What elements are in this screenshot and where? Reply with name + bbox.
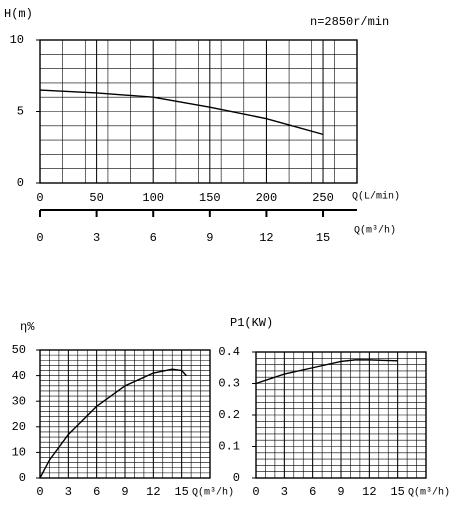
y-tick-label: 0 (19, 471, 26, 485)
x-tick-label: 50 (89, 191, 103, 205)
y-axis-label: η% (20, 320, 35, 334)
x-tick-label: 0 (36, 191, 43, 205)
x2-tick-label: 0 (36, 231, 43, 245)
x-tick-label: 12 (362, 485, 376, 499)
x2-tick-label: 9 (206, 231, 213, 245)
y-tick-label: 0.2 (218, 408, 240, 422)
y-tick-label: 0.4 (218, 345, 240, 359)
y-tick-label: 0 (233, 471, 240, 485)
x-tick-label: 200 (256, 191, 278, 205)
x-tick-label: 100 (142, 191, 164, 205)
chart-title: P1(KW) (230, 316, 273, 330)
curve (39, 89, 324, 136)
x-tick-label: 15 (174, 485, 188, 499)
x2-tick-label: 3 (93, 231, 100, 245)
x-tick-label: 15 (390, 485, 404, 499)
y-tick-label: 0.3 (218, 377, 240, 391)
y-tick-label: 40 (12, 369, 26, 383)
x-tick-label: 12 (146, 485, 160, 499)
x-axis-label: Q(m³/h) (192, 487, 234, 499)
y-tick-label: 20 (12, 420, 26, 434)
x2-tick-label: 12 (259, 231, 273, 245)
x2-tick-label: 15 (316, 231, 330, 245)
x-tick-label: 6 (309, 485, 316, 499)
y-tick-label: 30 (12, 394, 26, 408)
y-tick-label: 10 (12, 446, 26, 460)
x-tick-label: 3 (281, 485, 288, 499)
x-tick-label: 6 (93, 485, 100, 499)
y-tick-label: 0 (17, 176, 24, 190)
x-tick-label: 150 (199, 191, 221, 205)
curve (255, 359, 398, 385)
x-tick-label: 0 (252, 485, 259, 499)
y-tick-label: 10 (10, 33, 24, 47)
y-tick-label: 5 (17, 105, 24, 119)
x2-tick-label: 6 (150, 231, 157, 245)
x-axis-label: Q(m³/h) (408, 487, 450, 499)
x-tick-label: 0 (36, 485, 43, 499)
x2-axis-label: Q(m³/h) (354, 225, 396, 237)
x-axis-label: Q(L/min) (352, 191, 400, 203)
x-tick-label: 9 (337, 485, 344, 499)
annotation: n=2850r/min (310, 15, 389, 29)
curve (39, 368, 187, 479)
y-axis-label: H(m) (4, 7, 33, 21)
y-tick-label: 50 (12, 343, 26, 357)
x-tick-label: 250 (312, 191, 334, 205)
x-tick-label: 9 (121, 485, 128, 499)
x-tick-label: 3 (65, 485, 72, 499)
y-tick-label: 0.1 (218, 440, 240, 454)
